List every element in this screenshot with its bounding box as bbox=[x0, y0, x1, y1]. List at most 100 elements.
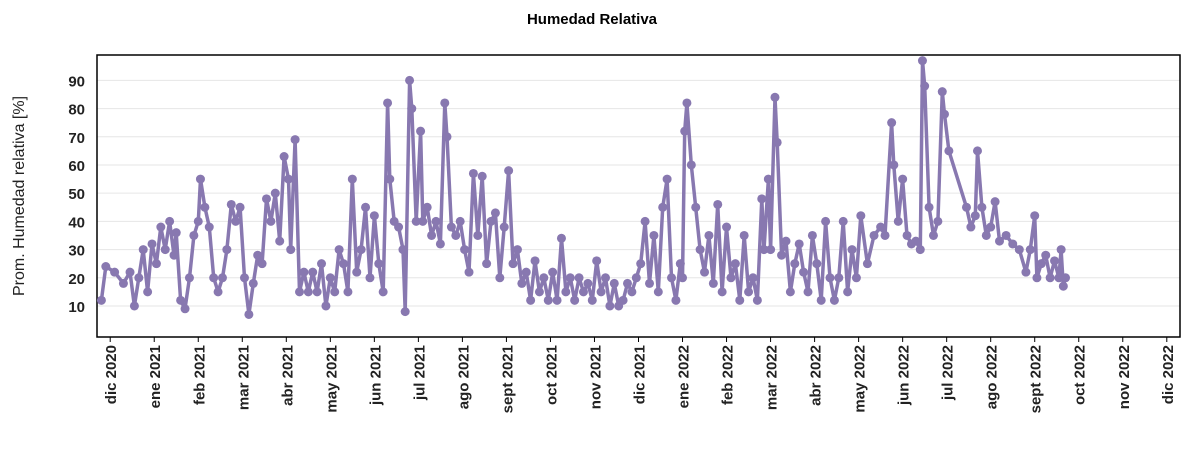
data-point bbox=[704, 230, 714, 240]
chart-title: Humedad Relativa bbox=[527, 11, 658, 28]
data-point bbox=[129, 301, 139, 311]
data-point bbox=[339, 259, 349, 269]
x-tick-label: may 2022 bbox=[852, 345, 869, 413]
data-point bbox=[785, 287, 795, 297]
data-point bbox=[1045, 273, 1055, 283]
data-point bbox=[147, 239, 157, 249]
data-point bbox=[504, 166, 514, 176]
data-point bbox=[766, 245, 776, 255]
data-point bbox=[970, 211, 980, 221]
data-point bbox=[200, 202, 210, 212]
data-point bbox=[565, 273, 575, 283]
data-point bbox=[911, 236, 921, 246]
data-point bbox=[235, 202, 245, 212]
data-point bbox=[435, 239, 445, 249]
data-point bbox=[275, 236, 285, 246]
data-point bbox=[695, 245, 705, 255]
x-tick-label: jun 2022 bbox=[896, 345, 913, 406]
x-tick-label: dic 2020 bbox=[103, 345, 120, 404]
data-point bbox=[543, 295, 553, 305]
data-point bbox=[748, 273, 758, 283]
data-point bbox=[917, 56, 927, 66]
data-point bbox=[735, 295, 745, 305]
data-point bbox=[658, 202, 668, 212]
data-point bbox=[261, 194, 271, 204]
data-point bbox=[726, 273, 736, 283]
data-point bbox=[713, 199, 723, 209]
y-tick-label: 10 bbox=[68, 299, 85, 316]
data-point bbox=[482, 259, 492, 269]
data-point bbox=[365, 273, 375, 283]
data-point bbox=[730, 259, 740, 269]
data-point bbox=[321, 301, 331, 311]
data-point bbox=[816, 295, 826, 305]
data-point bbox=[752, 295, 762, 305]
data-point bbox=[889, 160, 899, 170]
data-point bbox=[790, 259, 800, 269]
data-point bbox=[682, 98, 692, 108]
data-point bbox=[110, 267, 120, 277]
x-tick-label: feb 2021 bbox=[191, 345, 208, 405]
data-point bbox=[270, 188, 280, 198]
data-point bbox=[464, 267, 474, 277]
data-point bbox=[596, 287, 606, 297]
data-point bbox=[378, 287, 388, 297]
data-point bbox=[618, 295, 628, 305]
data-point bbox=[374, 259, 384, 269]
data-point bbox=[898, 174, 908, 184]
data-point bbox=[151, 259, 161, 269]
data-point bbox=[303, 287, 313, 297]
data-point bbox=[239, 273, 249, 283]
data-point bbox=[101, 262, 111, 271]
data-point bbox=[118, 278, 128, 288]
data-point bbox=[1054, 273, 1064, 283]
data-point bbox=[631, 273, 641, 283]
data-point bbox=[834, 273, 844, 283]
data-point bbox=[592, 256, 602, 266]
data-point bbox=[662, 174, 672, 184]
data-point bbox=[171, 228, 181, 238]
data-point bbox=[645, 278, 655, 288]
data-point bbox=[176, 295, 186, 305]
x-tick-label: feb 2022 bbox=[720, 345, 737, 405]
data-point bbox=[717, 287, 727, 297]
data-point bbox=[944, 146, 954, 156]
data-point bbox=[759, 245, 769, 255]
data-point bbox=[777, 250, 787, 260]
y-tick-label: 70 bbox=[68, 130, 85, 147]
data-point bbox=[678, 273, 688, 283]
data-point bbox=[427, 230, 437, 240]
data-point bbox=[460, 245, 470, 255]
data-point bbox=[217, 273, 227, 283]
data-point bbox=[477, 171, 487, 181]
data-point bbox=[308, 267, 318, 277]
data-point bbox=[675, 259, 685, 269]
data-point bbox=[416, 126, 426, 136]
data-point bbox=[383, 98, 393, 108]
data-point bbox=[193, 216, 203, 226]
data-point bbox=[622, 278, 632, 288]
data-point bbox=[893, 216, 903, 226]
data-point bbox=[134, 273, 144, 283]
data-point bbox=[407, 104, 417, 114]
data-point bbox=[286, 245, 296, 255]
data-point bbox=[636, 259, 646, 269]
y-tick-label: 60 bbox=[68, 158, 85, 175]
data-point bbox=[343, 287, 353, 297]
data-point bbox=[526, 295, 536, 305]
data-point bbox=[1050, 256, 1060, 266]
data-point bbox=[440, 98, 450, 108]
y-tick-label: 50 bbox=[68, 186, 85, 203]
data-point bbox=[981, 230, 991, 240]
data-point bbox=[821, 216, 831, 226]
data-point bbox=[499, 222, 509, 232]
data-point bbox=[708, 278, 718, 288]
data-point bbox=[739, 230, 749, 240]
data-point bbox=[600, 273, 610, 283]
data-point bbox=[411, 216, 421, 226]
y-tick-label: 30 bbox=[68, 243, 85, 260]
data-point bbox=[517, 278, 527, 288]
data-point bbox=[847, 245, 857, 255]
data-point bbox=[356, 245, 366, 255]
data-point bbox=[195, 174, 205, 184]
